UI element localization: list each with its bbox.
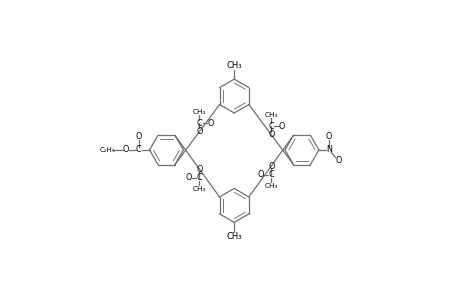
Text: O: O [135,132,142,141]
Text: C: C [135,146,141,154]
Text: C: C [196,173,202,182]
Text: O: O [278,122,285,130]
Text: C: C [196,118,202,127]
Text: C: C [268,170,274,179]
Text: CH₃: CH₃ [192,109,206,115]
Text: O: O [122,146,129,154]
Text: CH₃: CH₃ [226,61,241,70]
Text: CH₃: CH₃ [264,183,277,189]
Text: O: O [268,162,274,171]
Text: CH₃: CH₃ [226,232,241,241]
Text: O: O [196,127,202,136]
Text: O: O [185,173,191,182]
Text: CH₃: CH₃ [264,112,277,118]
Text: O: O [196,165,202,174]
Text: CH₃: CH₃ [192,186,206,192]
Text: O: O [335,156,341,165]
Text: O: O [207,118,213,127]
Text: C: C [268,122,274,130]
Text: O: O [268,130,274,139]
Text: O: O [257,170,263,179]
Text: O: O [325,132,331,141]
Text: C₂H₅: C₂H₅ [99,147,115,153]
Text: N: N [325,146,331,154]
